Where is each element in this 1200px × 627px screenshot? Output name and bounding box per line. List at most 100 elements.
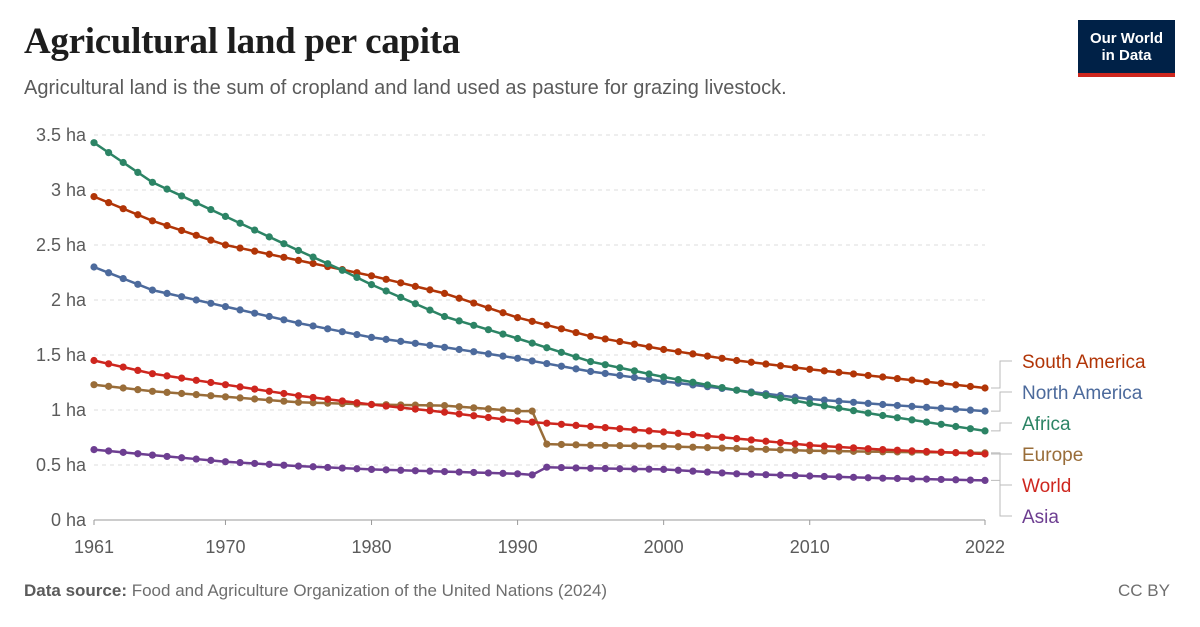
data-point-world[interactable] — [309, 393, 317, 402]
data-point-north-america[interactable] — [455, 345, 463, 354]
data-point-europe[interactable] — [572, 441, 580, 449]
data-point-asia[interactable] — [90, 446, 98, 454]
data-point-north-america[interactable] — [119, 274, 127, 283]
data-point-africa[interactable] — [879, 411, 887, 420]
data-point-asia[interactable] — [587, 464, 595, 472]
data-point-europe[interactable] — [776, 446, 785, 454]
data-point-north-america[interactable] — [134, 280, 142, 288]
data-point-africa[interactable] — [411, 300, 419, 308]
data-point-south-america[interactable] — [397, 279, 405, 287]
data-point-asia[interactable] — [966, 476, 974, 484]
data-point-world[interactable] — [733, 435, 741, 443]
data-point-asia[interactable] — [119, 448, 127, 456]
series-label-north-america[interactable]: North America — [1022, 383, 1143, 404]
data-point-world[interactable] — [192, 376, 200, 384]
data-point-asia[interactable] — [689, 467, 697, 475]
data-point-world[interactable] — [440, 408, 449, 416]
data-point-south-america[interactable] — [557, 325, 566, 333]
data-point-world[interactable] — [645, 427, 653, 435]
data-point-africa[interactable] — [718, 383, 726, 392]
data-point-asia[interactable] — [294, 462, 303, 470]
data-point-europe[interactable] — [499, 406, 507, 414]
data-point-asia[interactable] — [703, 468, 712, 476]
data-point-europe[interactable] — [543, 440, 551, 448]
data-point-asia[interactable] — [265, 460, 273, 468]
data-point-south-america[interactable] — [178, 226, 186, 235]
data-point-south-america[interactable] — [587, 332, 595, 340]
data-point-asia[interactable] — [557, 463, 566, 472]
data-point-asia[interactable] — [134, 450, 142, 458]
data-point-asia[interactable] — [440, 468, 449, 476]
data-point-world[interactable] — [470, 412, 478, 420]
data-point-north-america[interactable] — [251, 309, 259, 317]
data-point-asia[interactable] — [163, 452, 171, 461]
data-point-asia[interactable] — [835, 473, 843, 481]
data-point-north-america[interactable] — [163, 289, 171, 297]
data-point-asia[interactable] — [981, 476, 989, 484]
data-point-africa[interactable] — [221, 212, 230, 220]
data-point-world[interactable] — [265, 387, 273, 395]
data-point-africa[interactable] — [952, 422, 960, 431]
data-point-world[interactable] — [616, 425, 624, 433]
data-point-asia[interactable] — [572, 464, 580, 472]
data-point-south-america[interactable] — [952, 381, 960, 389]
data-point-north-america[interactable] — [893, 401, 901, 410]
data-point-asia[interactable] — [601, 464, 609, 473]
data-point-north-america[interactable] — [587, 367, 595, 376]
data-point-asia[interactable] — [849, 473, 858, 481]
data-point-south-america[interactable] — [207, 236, 215, 244]
data-point-south-america[interactable] — [221, 241, 230, 249]
data-point-world[interactable] — [397, 403, 405, 412]
license-link[interactable]: CC BY — [1118, 581, 1170, 600]
data-point-south-america[interactable] — [382, 275, 390, 283]
data-point-africa[interactable] — [470, 321, 478, 329]
data-point-africa[interactable] — [557, 348, 566, 356]
data-point-world[interactable] — [893, 446, 901, 454]
data-point-south-america[interactable] — [660, 345, 668, 354]
data-point-north-america[interactable] — [411, 339, 419, 347]
data-point-europe[interactable] — [236, 394, 244, 402]
data-point-south-america[interactable] — [981, 384, 989, 392]
data-point-europe[interactable] — [265, 396, 273, 404]
data-point-south-america[interactable] — [265, 250, 273, 258]
data-point-north-america[interactable] — [528, 357, 536, 365]
data-point-north-america[interactable] — [908, 402, 916, 410]
data-point-africa[interactable] — [251, 226, 259, 234]
data-point-world[interactable] — [353, 399, 361, 407]
data-point-world[interactable] — [236, 383, 244, 391]
data-point-asia[interactable] — [178, 454, 186, 462]
data-point-north-america[interactable] — [499, 352, 507, 360]
data-point-south-america[interactable] — [236, 244, 244, 252]
data-point-north-america[interactable] — [616, 371, 624, 380]
data-point-asia[interactable] — [952, 476, 960, 484]
data-point-asia[interactable] — [922, 475, 931, 483]
data-point-asia[interactable] — [353, 465, 361, 473]
data-point-world[interactable] — [952, 449, 960, 457]
data-point-south-america[interactable] — [148, 217, 157, 225]
data-point-south-america[interactable] — [806, 365, 814, 373]
data-point-asia[interactable] — [893, 474, 901, 483]
data-point-africa[interactable] — [178, 192, 186, 200]
data-point-asia[interactable] — [864, 474, 872, 482]
data-point-africa[interactable] — [616, 364, 624, 372]
series-north-america[interactable] — [90, 263, 989, 415]
data-point-africa[interactable] — [543, 344, 551, 352]
data-point-africa[interactable] — [893, 414, 901, 422]
data-point-world[interactable] — [630, 426, 639, 434]
data-point-europe[interactable] — [660, 442, 668, 450]
data-point-africa[interactable] — [265, 233, 273, 241]
data-point-south-america[interactable] — [411, 282, 419, 290]
data-point-africa[interactable] — [280, 240, 288, 248]
data-point-africa[interactable] — [499, 330, 507, 338]
data-point-africa[interactable] — [966, 425, 974, 433]
data-point-africa[interactable] — [733, 386, 741, 394]
data-point-south-america[interactable] — [470, 299, 478, 307]
data-point-asia[interactable] — [937, 475, 945, 484]
data-point-europe[interactable] — [470, 404, 478, 412]
data-point-africa[interactable] — [207, 205, 215, 214]
data-point-north-america[interactable] — [835, 397, 843, 405]
data-point-africa[interactable] — [397, 293, 405, 301]
data-point-south-america[interactable] — [119, 205, 127, 213]
data-point-asia[interactable] — [616, 465, 624, 473]
data-point-africa[interactable] — [630, 367, 639, 375]
